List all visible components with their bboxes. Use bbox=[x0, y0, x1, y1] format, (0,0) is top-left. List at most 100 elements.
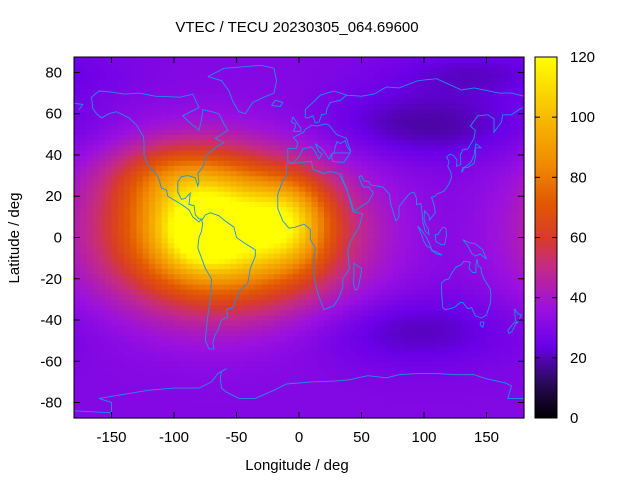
heat-cell bbox=[180, 299, 188, 306]
heat-cell bbox=[167, 154, 175, 161]
heat-cell bbox=[255, 237, 263, 244]
heat-cell bbox=[374, 247, 381, 254]
heat-cell bbox=[442, 283, 450, 290]
heat-cell bbox=[249, 237, 256, 244]
heat-cell bbox=[349, 98, 356, 105]
heat-cell bbox=[336, 154, 344, 161]
heat-cell bbox=[505, 237, 513, 244]
heat-cell bbox=[430, 103, 438, 110]
heat-cell bbox=[342, 330, 350, 337]
heat-cell bbox=[217, 309, 225, 316]
heat-cell bbox=[92, 278, 100, 285]
heat-cell bbox=[236, 335, 244, 342]
heat-cell bbox=[261, 258, 269, 264]
heat-cell bbox=[324, 361, 331, 368]
heat-cell bbox=[249, 160, 256, 166]
heat-cell bbox=[74, 227, 81, 233]
heat-cell bbox=[105, 314, 113, 321]
heat-cell bbox=[199, 180, 206, 187]
heat-cell bbox=[205, 57, 213, 63]
heat-cell bbox=[174, 160, 181, 166]
heat-cell bbox=[124, 165, 131, 172]
heat-cell bbox=[430, 335, 438, 342]
heat-cell bbox=[317, 180, 325, 187]
heat-cell bbox=[374, 392, 381, 398]
heat-cell bbox=[224, 350, 231, 357]
heat-cell bbox=[117, 144, 125, 151]
heat-cell bbox=[311, 87, 319, 94]
heat-cell bbox=[499, 340, 506, 347]
heat-cell bbox=[192, 356, 200, 362]
heat-cell bbox=[286, 412, 294, 419]
heat-cell bbox=[111, 180, 119, 187]
heat-cell bbox=[324, 237, 331, 244]
heat-cell bbox=[105, 371, 113, 378]
heat-cell bbox=[236, 113, 244, 120]
heat-cell bbox=[236, 268, 244, 275]
heat-cell bbox=[111, 129, 119, 135]
heat-cell bbox=[436, 387, 444, 393]
heat-cell bbox=[449, 320, 456, 326]
heat-cell bbox=[392, 211, 400, 218]
heat-cell bbox=[199, 154, 206, 161]
heat-cell bbox=[424, 273, 431, 280]
heat-cell bbox=[86, 242, 94, 249]
heat-cell bbox=[480, 98, 488, 105]
heat-cell bbox=[380, 98, 388, 105]
heat-cell bbox=[511, 180, 519, 187]
heat-cell bbox=[217, 206, 225, 213]
heat-cell bbox=[405, 361, 413, 368]
heat-cell bbox=[386, 227, 394, 233]
heat-cell bbox=[317, 170, 325, 177]
heat-cell bbox=[330, 67, 338, 74]
heat-cell bbox=[430, 289, 438, 295]
heat-cell bbox=[299, 144, 306, 151]
heat-cell bbox=[399, 304, 406, 311]
heat-cell bbox=[205, 139, 213, 146]
heat-cell bbox=[230, 350, 238, 357]
heat-cell bbox=[117, 154, 125, 161]
heat-cell bbox=[324, 371, 331, 378]
heat-cell bbox=[242, 371, 250, 378]
heat-cell bbox=[474, 397, 481, 404]
heat-cell bbox=[267, 330, 275, 337]
heat-cell bbox=[130, 129, 138, 135]
heat-cell bbox=[130, 320, 138, 326]
heat-cell bbox=[330, 222, 338, 228]
heat-cell bbox=[349, 387, 356, 393]
heat-cell bbox=[224, 371, 231, 378]
heat-cell bbox=[130, 263, 138, 270]
heat-cell bbox=[230, 103, 238, 110]
heat-cell bbox=[199, 278, 206, 285]
heat-cell bbox=[367, 160, 375, 166]
heat-cell bbox=[267, 82, 275, 89]
heat-cell bbox=[417, 268, 425, 275]
heat-cell bbox=[405, 103, 413, 110]
heat-cell bbox=[517, 242, 525, 249]
heat-cell bbox=[486, 98, 494, 105]
heat-cell bbox=[411, 299, 419, 306]
heat-cell bbox=[280, 314, 288, 321]
heat-cell bbox=[386, 407, 394, 414]
heat-cell bbox=[136, 191, 144, 197]
heat-cell bbox=[261, 216, 269, 223]
heat-cell bbox=[461, 294, 469, 300]
heat-cell bbox=[280, 93, 288, 99]
heat-cell bbox=[336, 170, 344, 177]
heat-cell bbox=[142, 206, 150, 213]
heat-cell bbox=[305, 294, 313, 300]
heat-cell bbox=[199, 330, 206, 337]
heat-cell bbox=[255, 361, 263, 368]
heat-cell bbox=[374, 237, 381, 244]
heat-cell bbox=[442, 381, 450, 388]
heat-cell bbox=[436, 397, 444, 404]
heat-cell bbox=[430, 216, 438, 223]
heat-cell bbox=[155, 62, 163, 68]
heat-cell bbox=[449, 252, 456, 259]
heat-cell bbox=[99, 72, 106, 79]
heat-cell bbox=[292, 149, 300, 156]
heat-cell bbox=[80, 62, 88, 68]
heat-cell bbox=[317, 376, 325, 383]
heat-cell bbox=[280, 273, 288, 280]
heat-cell bbox=[124, 211, 131, 218]
